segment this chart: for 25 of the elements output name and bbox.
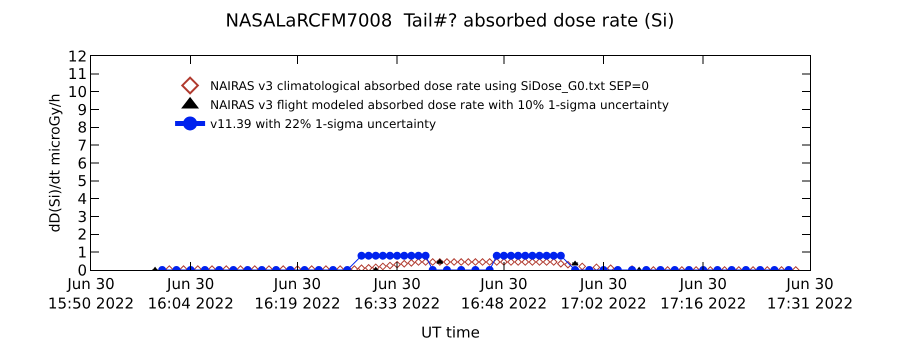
x-tick-label: Jun 30 17:31 2022 xyxy=(766,275,854,312)
y-tick-label: 1 xyxy=(77,243,87,262)
y-tick-label: 6 xyxy=(77,154,87,172)
legend-label: NAIRAS v3 climatological absorbed dose rate using SiDose_G0.txt SEP=0 xyxy=(210,79,650,94)
y-tick-label: 2 xyxy=(77,226,87,244)
y-tick-label: 12 xyxy=(68,47,87,66)
x-tick-label: Jun 30 16:19 2022 xyxy=(254,275,341,312)
x-tick-label: Jun 30 16:04 2022 xyxy=(148,275,234,312)
y-tick-label: 5 xyxy=(77,172,87,190)
y-tick-label: 10 xyxy=(68,82,87,101)
y-tick-label: 7 xyxy=(77,136,87,154)
y-tick-label: 11 xyxy=(68,65,87,84)
x-tick-label: Jun 30 16:33 2022 xyxy=(354,275,440,312)
legend-label: NAIRAS v3 flight modeled absorbed dose rate with 10% 1-sigma uncertainty xyxy=(210,98,669,112)
y-axis-title: dD(Si)/dt microGy/h xyxy=(48,94,64,232)
chart-title: NASALaRCFM7008 Tail#? absorbed dose rate (Si) xyxy=(226,10,674,32)
x-tick-label: Jun 30 16:48 2022 xyxy=(460,275,547,312)
x-tick-label: Jun 30 17:02 2022 xyxy=(560,275,647,312)
y-tick-label: 9 xyxy=(77,100,87,119)
y-tick-label: 3 xyxy=(77,208,87,226)
legend-label: v11.39 with 22% 1-sigma uncertainty xyxy=(210,117,436,132)
x-axis-title: UT time xyxy=(421,324,480,342)
y-tick-label: 8 xyxy=(77,118,87,137)
x-tick-label: Jun 30 17:16 2022 xyxy=(660,275,746,312)
y-tick-label: 4 xyxy=(77,190,87,208)
